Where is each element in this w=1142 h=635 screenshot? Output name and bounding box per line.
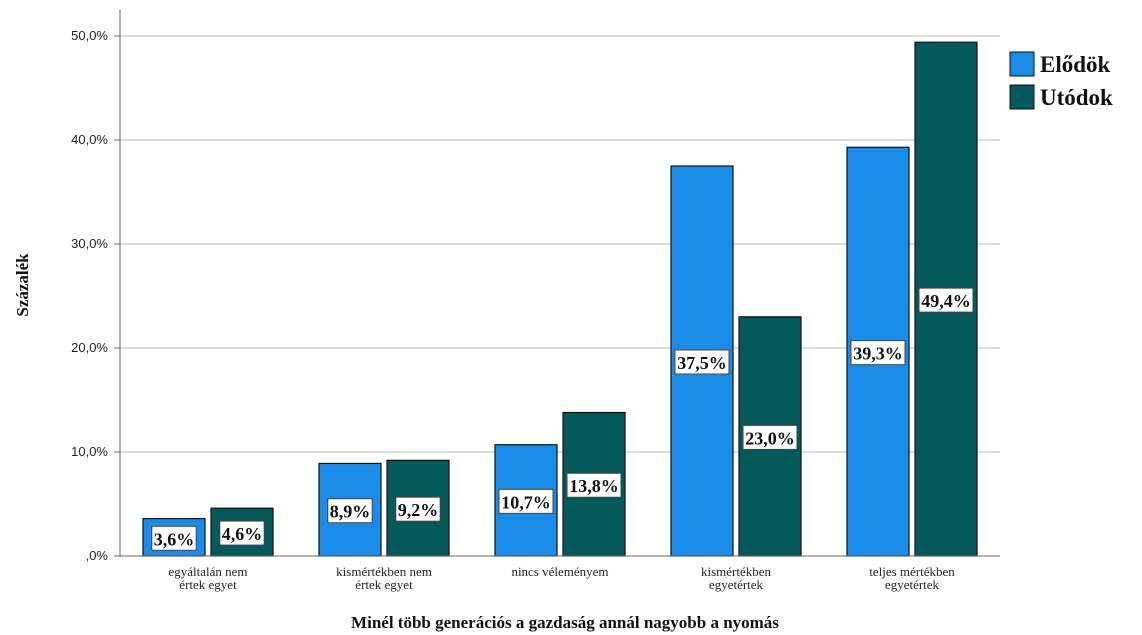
- y-tick-label: ,0%: [86, 548, 109, 563]
- data-label-box: [566, 472, 622, 498]
- data-label-box: [918, 287, 974, 313]
- bars: [142, 41, 978, 557]
- y-tick-label: 20,0%: [71, 340, 108, 355]
- legend-label: Elődök: [1040, 52, 1111, 77]
- data-label: 10,7%: [501, 492, 551, 512]
- data-label: 3,6%: [154, 529, 195, 549]
- y-tick-labels: ,0% 10,0% 20,0% 30,0% 40,0% 50,0%: [71, 28, 120, 563]
- data-label: 9,2%: [398, 500, 439, 520]
- data-label-box: [850, 340, 906, 366]
- data-label-box: [151, 525, 197, 551]
- y-tick-label: 40,0%: [71, 132, 108, 147]
- y-tick-label: 30,0%: [71, 236, 108, 251]
- legend-swatch: [1009, 84, 1035, 110]
- legend-swatch: [1009, 51, 1035, 77]
- x-tick-label: kismértékben nem értek egyet: [336, 564, 432, 592]
- x-tick-label: egyáltalán nem értek egyet: [168, 564, 247, 592]
- data-label-box: [219, 520, 265, 546]
- data-label-box: [395, 496, 441, 522]
- legend: Elődök Utódok: [1009, 51, 1113, 110]
- data-label-box: [327, 498, 373, 524]
- data-label-box: [674, 349, 730, 375]
- data-label: 4,6%: [222, 524, 263, 544]
- y-tick-label: 50,0%: [71, 28, 108, 43]
- data-label: 37,5%: [677, 353, 727, 373]
- data-label: 39,3%: [853, 344, 903, 364]
- data-labels: 3,6% 4,6% 8,9% 9,2% 10,7% 13,8% 37,5% 23,0% 39,3…: [151, 287, 974, 551]
- y-tick-label: 10,0%: [71, 444, 108, 459]
- x-tick-label: kismértékben egyetértek: [701, 564, 772, 592]
- x-axis-title: Minél több generációs a gazdaság annál n…: [351, 613, 779, 632]
- data-label: 23,0%: [745, 428, 795, 448]
- category-labels: egyáltalán nem értek egyet kismértékben ne…: [168, 564, 955, 592]
- data-label: 13,8%: [569, 476, 619, 496]
- data-label-box: [498, 488, 554, 514]
- legend-label: Utódok: [1040, 85, 1113, 110]
- x-tick-label: teljes mértékben egyetértek: [869, 564, 955, 592]
- x-tick-label: nincs véleményem: [511, 564, 608, 579]
- data-label-box: [742, 424, 798, 450]
- data-label: 49,4%: [921, 291, 971, 311]
- data-label: 8,9%: [330, 502, 371, 522]
- y-axis-title: Százalék: [13, 253, 32, 317]
